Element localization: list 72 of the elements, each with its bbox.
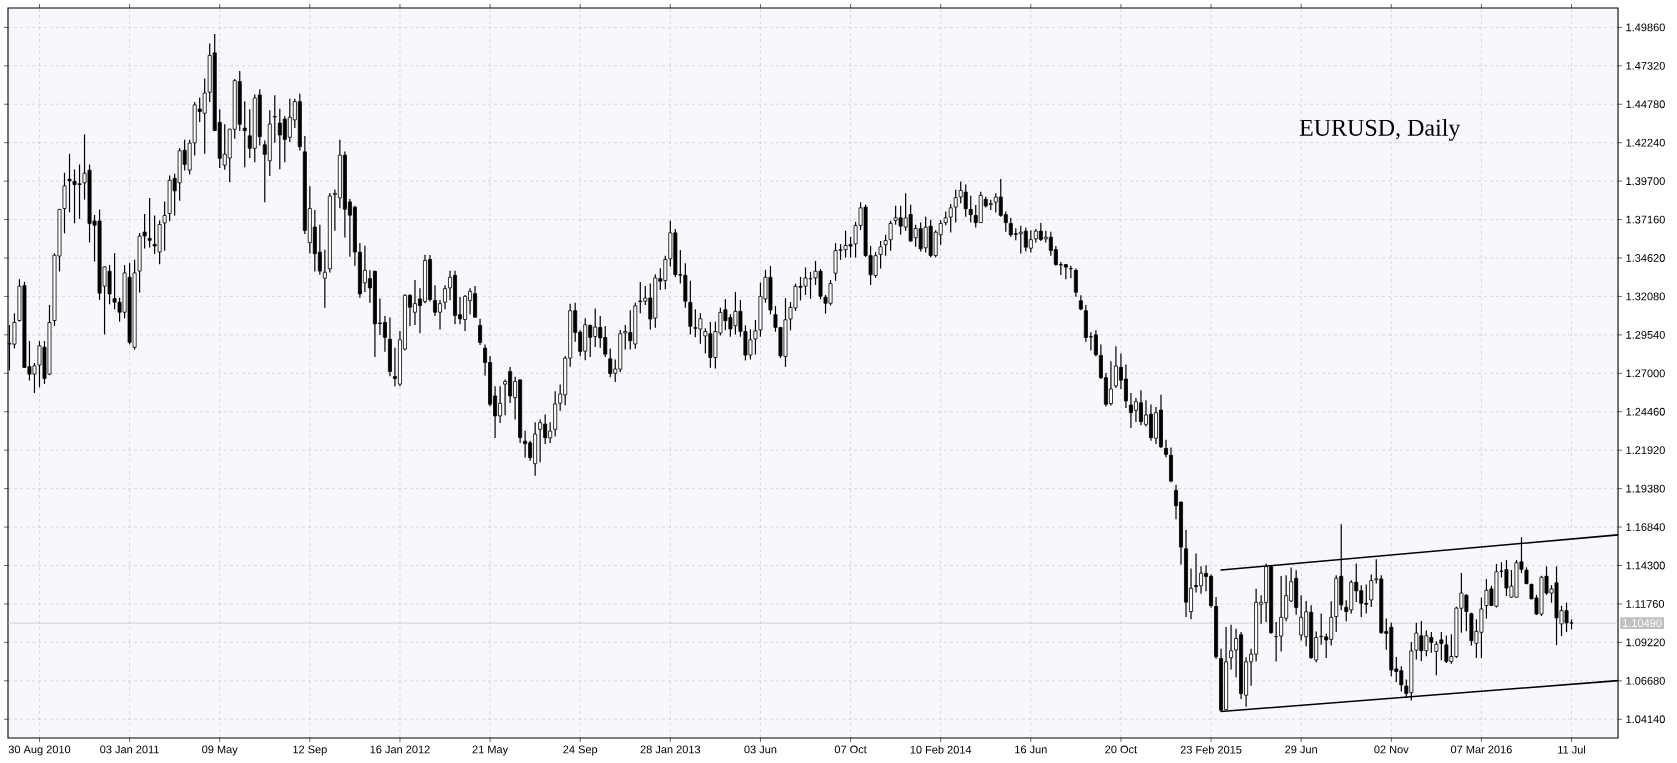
y-tick-label: 1.29540	[1626, 330, 1665, 339]
x-tick-label: 20 Oct	[1105, 745, 1138, 754]
candlestick	[878, 240, 883, 270]
candlestick	[272, 94, 277, 144]
y-tick-label: 1.14300	[1626, 561, 1665, 570]
candlestick	[62, 172, 67, 234]
x-tick-label: 09 May	[202, 745, 238, 756]
candlestick	[688, 280, 693, 336]
x-tick-label: 21 May	[472, 745, 509, 756]
y-tick-label: 1.42240	[1626, 138, 1665, 147]
x-tick-label: 11 Jul	[1558, 745, 1586, 754]
x-tick-label: 16 Jan 2012	[370, 745, 430, 754]
candlestick	[888, 220, 893, 252]
candlestick	[1439, 631, 1444, 661]
y-tick-label: 1.06680	[1626, 676, 1665, 685]
candlestick	[608, 347, 613, 378]
y-tick-label: 1.24460	[1626, 407, 1665, 416]
x-tick-label: 23 Feb 2015	[1180, 745, 1242, 754]
candlestick	[478, 318, 483, 346]
y-tick-label: 1.16840	[1626, 523, 1665, 531]
x-tick-label: 24 Sep	[563, 745, 598, 756]
candlestick	[538, 419, 543, 463]
text: EURUSD, Daily	[1299, 118, 1461, 141]
candlestick	[1093, 329, 1098, 357]
x-tick-label: 30 Aug 2010	[8, 745, 71, 756]
candlestick	[1108, 360, 1113, 406]
candlestick	[322, 249, 327, 309]
candlestick	[1073, 267, 1078, 298]
candlestick	[1434, 640, 1439, 676]
y-tick-label: 1.37160	[1626, 215, 1665, 224]
x-tick-label: 16 Jun	[1015, 745, 1047, 754]
candlestick	[1123, 363, 1128, 409]
candlestick	[1319, 613, 1324, 646]
candlestick	[1063, 263, 1068, 280]
x-tick-label: 03 Jan 2011	[100, 745, 159, 754]
y-tick-label: 1.49860	[1626, 23, 1665, 32]
x-tick-label: 07 Mar 2016	[1450, 745, 1512, 754]
y-tick-label: 1.39700	[1626, 177, 1665, 186]
y-tick-label: 1.47320	[1626, 61, 1665, 70]
x-tick-label: 07 Oct	[834, 745, 867, 754]
candlestick	[1194, 552, 1199, 594]
y-tick-label: 1.44780	[1626, 100, 1665, 109]
x-tick-label: 12 Sep	[293, 745, 327, 756]
candlestick	[1068, 265, 1073, 279]
x-tick-label: 10 Feb 2014	[910, 745, 972, 754]
candlestick	[1369, 573, 1374, 608]
candlestick	[382, 315, 387, 353]
candlestick	[883, 234, 888, 257]
x-tick-label: 29 Jun	[1285, 745, 1317, 754]
candlestick	[1229, 624, 1234, 671]
y-tick-label: 1.27000	[1626, 369, 1665, 378]
candlestick	[1299, 594, 1304, 641]
y-tick-label: 1.11760	[1626, 600, 1665, 608]
y-tick-label: 1.34620	[1626, 254, 1665, 262]
candlestick	[1274, 621, 1279, 663]
candlestick	[968, 195, 973, 224]
candlestick	[1028, 229, 1033, 254]
y-tick-label: 1.09220	[1626, 638, 1665, 647]
x-tick-label: 02 Nov	[1374, 745, 1409, 754]
candlestick	[162, 200, 167, 252]
y-tick-label: 1.19380	[1626, 484, 1665, 493]
ref-line-label: 1.10490	[1623, 619, 1662, 628]
y-tick-label: 1.04140	[1626, 715, 1665, 724]
candlestick	[317, 224, 322, 276]
y-tick-label: 1.21920	[1626, 446, 1665, 455]
candlestick	[1164, 439, 1168, 458]
candlestick	[242, 100, 247, 168]
candlestick	[147, 197, 152, 248]
candlestick	[523, 430, 528, 459]
x-tick-label: 28 Jan 2013	[640, 745, 701, 754]
x-tick-label: 03 Jun	[744, 745, 777, 754]
y-tick-label: 1.32080	[1626, 292, 1665, 301]
